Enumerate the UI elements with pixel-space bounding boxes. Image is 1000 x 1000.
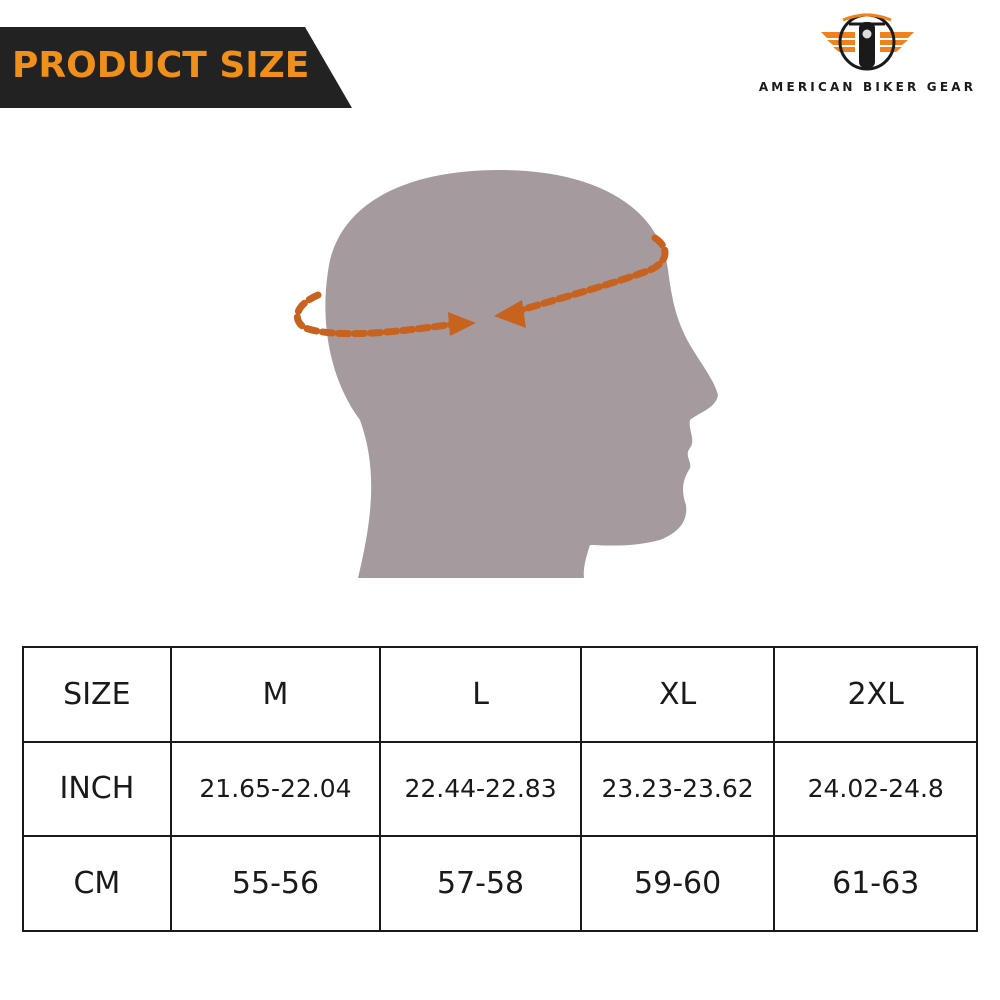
head-silhouette xyxy=(325,170,718,578)
cm-cell: 61-63 xyxy=(773,835,978,932)
table-row-inch: INCH 21.65-22.04 22.44-22.83 23.23-23.62… xyxy=(22,740,978,838)
arrow-head-left xyxy=(494,300,526,328)
table-row-size: SIZE M L XL 2XL xyxy=(22,646,978,743)
size-cell: 2XL xyxy=(773,646,978,743)
inch-cell: 22.44-22.83 xyxy=(379,740,582,838)
cm-cell: 57-58 xyxy=(379,835,582,932)
arrow-head-right xyxy=(448,312,476,336)
row-label: CM xyxy=(22,835,172,932)
row-label: SIZE xyxy=(22,646,172,743)
brand-logo: AMERICAN BIKER GEAR xyxy=(755,8,980,103)
table-row-cm: CM 55-56 57-58 59-60 61-63 xyxy=(22,835,978,932)
banner-title: PRODUCT SIZE xyxy=(12,45,310,86)
size-cell: M xyxy=(169,646,382,743)
inch-cell: 23.23-23.62 xyxy=(579,740,776,838)
inch-cell: 21.65-22.04 xyxy=(169,740,382,838)
inch-cell: 24.02-24.8 xyxy=(773,740,978,838)
product-size-banner: PRODUCT SIZE xyxy=(0,27,352,108)
size-cell: L xyxy=(379,646,582,743)
cm-cell: 55-56 xyxy=(169,835,382,932)
size-cell: XL xyxy=(579,646,776,743)
measuring-tape-arrow xyxy=(293,234,669,338)
banner-background xyxy=(0,27,352,108)
head-circumference-illustration xyxy=(293,170,718,578)
motorcycle-wings-icon xyxy=(821,13,914,71)
row-label: INCH xyxy=(22,740,172,838)
cm-cell: 59-60 xyxy=(579,835,776,932)
size-chart-table: SIZE M L XL 2XL INCH 21.65-22.04 22.44-2… xyxy=(22,646,978,932)
brand-name: AMERICAN BIKER GEAR xyxy=(758,80,977,94)
